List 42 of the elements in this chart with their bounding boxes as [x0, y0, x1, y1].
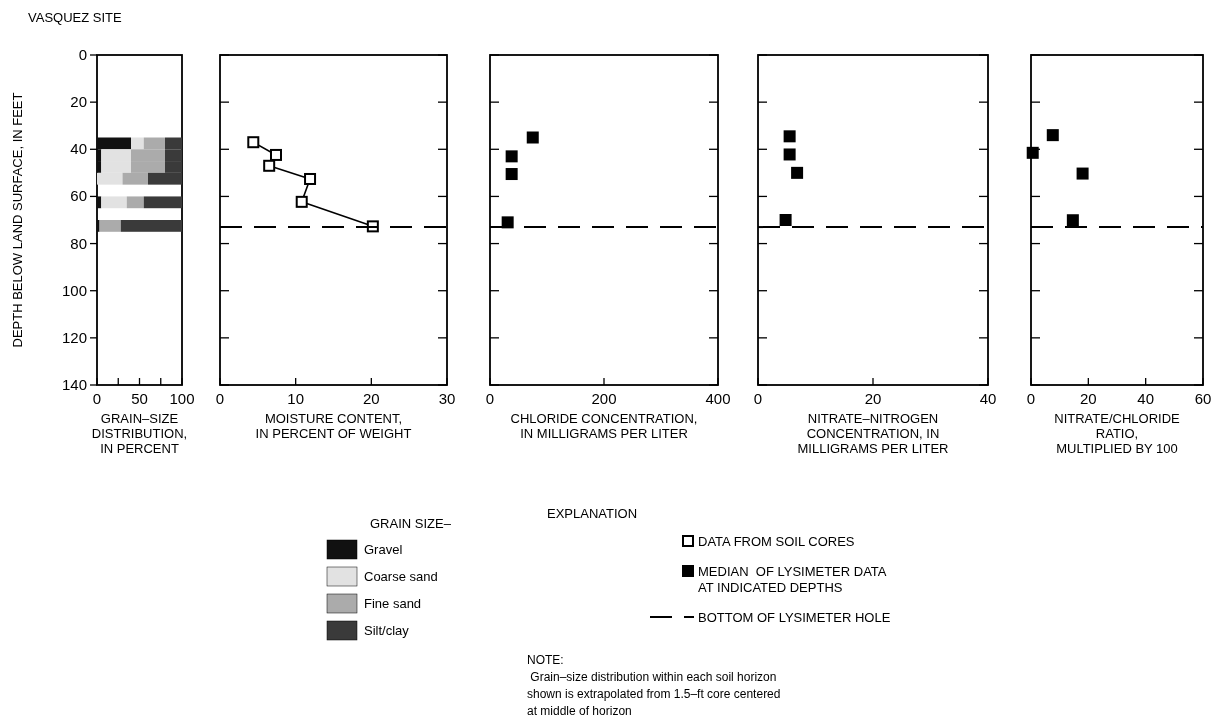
legend-label: Fine sand	[364, 596, 422, 611]
y-axis-title: DEPTH BELOW LAND SURFACE, IN FEET	[10, 92, 25, 348]
x-tick-label: 0	[1026, 390, 1036, 407]
x-tick-label: 30	[438, 390, 456, 407]
chart-title: VASQUEZ SITE	[28, 10, 122, 25]
x-tick-label: 10	[287, 390, 305, 407]
x-tick-label: 0	[753, 390, 763, 407]
y-tick-label: 40	[70, 140, 87, 158]
x-axis-title: NITRATE/CHLORIDE RATIO, MULTIPLIED BY 100	[1054, 411, 1181, 456]
x-tick-label: 20	[362, 390, 380, 407]
legend-title: GRAIN SIZE–	[370, 516, 452, 531]
x-tick-label: 50	[131, 390, 148, 407]
legend-label: BOTTOM OF LYSIMETER HOLE	[698, 610, 891, 625]
legend-label: Coarse sand	[364, 569, 438, 584]
text: NOTE: Grain–size distribution within each soil horizon shown is extrapolated from 1.5–ft core centered at middle of horizon	[527, 653, 781, 715]
x-axis-title: MOISTURE CONTENT, IN PERCENT OF WEIGHT	[255, 411, 412, 441]
y-tick-label: 20	[70, 93, 87, 111]
y-tick-label: 0	[78, 46, 87, 63]
y-tick-label: 120	[61, 328, 87, 346]
x-axis-title: NITRATE–NITROGEN CONCENTRATION, IN MILLIGRAMS PER LITER	[797, 411, 949, 456]
y-tick-label: 100	[61, 281, 87, 299]
y-tick-label: 60	[70, 187, 87, 205]
x-tick-label: 0	[215, 390, 225, 407]
legend-label: Silt/clay	[364, 623, 410, 638]
x-tick-label: 0	[92, 390, 102, 407]
x-axis-title: GRAIN–SIZE DISTRIBUTION, IN PERCENT	[91, 411, 188, 456]
x-tick-label: 40	[1137, 390, 1155, 407]
x-tick-label: 100	[169, 390, 195, 407]
legend-label: Gravel	[364, 542, 403, 557]
x-axis-title: CHLORIDE CONCENTRATION, IN MILLIGRAMS PER LITER	[510, 411, 698, 441]
legend-label: MEDIAN OF LYSIMETER DATA AT INDICATED DEPTHS	[698, 564, 887, 595]
legend-title: EXPLANATION	[547, 506, 638, 521]
x-tick-label: 20	[1079, 390, 1097, 407]
x-tick-label: 40	[979, 390, 997, 407]
y-tick-label: 80	[70, 234, 87, 252]
x-tick-label: 20	[864, 390, 882, 407]
y-tick-label: 140	[61, 376, 87, 393]
x-tick-label: 200	[591, 390, 617, 407]
x-tick-label: 400	[705, 390, 731, 407]
x-tick-label: 0	[485, 390, 495, 407]
legend-label: DATA FROM SOIL CORES	[698, 534, 855, 549]
x-tick-label: 60	[1194, 390, 1212, 407]
